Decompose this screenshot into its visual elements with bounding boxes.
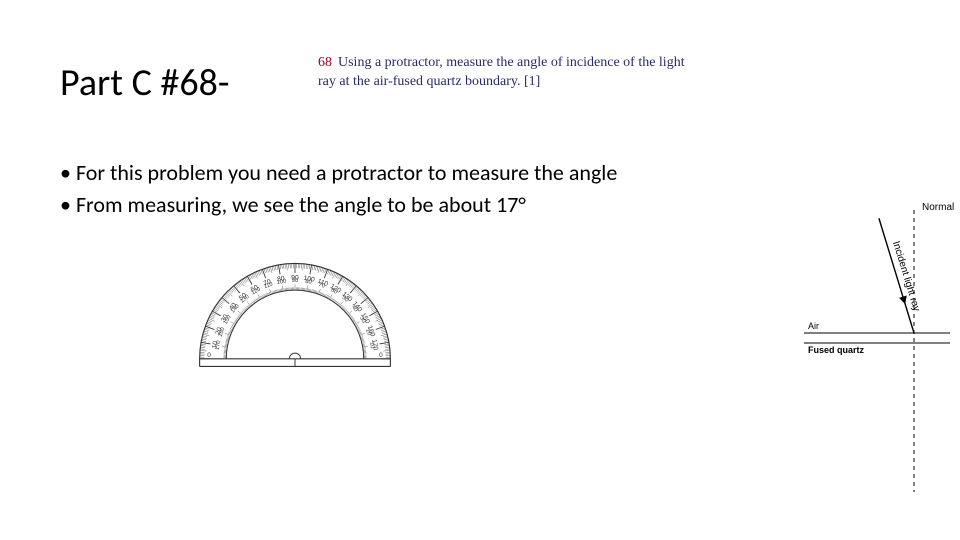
svg-text:Fused quartz: Fused quartz bbox=[808, 345, 865, 355]
bullet-list: For this problem you need a protractor t… bbox=[60, 158, 617, 221]
svg-text:Incident light ray: Incident light ray bbox=[890, 240, 922, 313]
problem-number: 68 bbox=[318, 55, 332, 70]
ray-diagram: Normal Incident light ray Air Fused quartz bbox=[786, 198, 956, 503]
svg-text:90: 90 bbox=[292, 278, 298, 284]
svg-text:0: 0 bbox=[379, 352, 383, 359]
svg-text:Air: Air bbox=[808, 321, 819, 331]
page-title: Part C #68- bbox=[60, 60, 230, 106]
svg-text:Normal: Normal bbox=[922, 202, 954, 213]
svg-text:170: 170 bbox=[215, 340, 223, 350]
list-item: For this problem you need a protractor t… bbox=[60, 158, 617, 188]
problem-statement: 68Using a protractor, measure the angle … bbox=[318, 54, 688, 92]
protractor-image: 1017020160301504014050130601207011080100… bbox=[190, 252, 400, 381]
problem-text: Using a protractor, measure the angle of… bbox=[318, 55, 685, 89]
svg-text:10: 10 bbox=[368, 342, 375, 349]
svg-text:80: 80 bbox=[305, 279, 312, 286]
list-item: From measuring, we see the angle to be a… bbox=[60, 190, 617, 220]
svg-text:100: 100 bbox=[276, 279, 286, 287]
svg-text:0: 0 bbox=[207, 352, 211, 359]
svg-text:70: 70 bbox=[318, 282, 326, 290]
